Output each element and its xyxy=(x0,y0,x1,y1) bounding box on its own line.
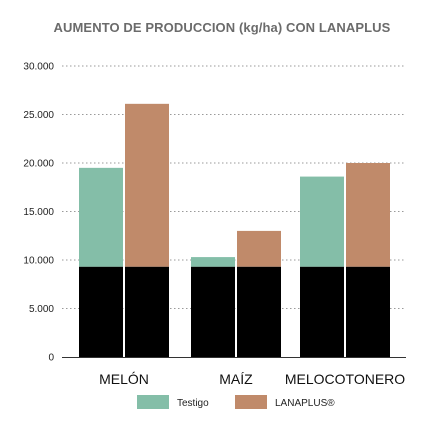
bar-base-segment xyxy=(79,266,123,357)
bar-base-segment xyxy=(191,266,235,357)
bar-base-segment xyxy=(125,266,169,357)
y-tick-label: 25.000 xyxy=(23,110,54,121)
bar-lanaplus xyxy=(125,103,169,267)
y-tick-label: 30.000 xyxy=(23,62,54,73)
y-axis-ticks: 0 5.000 10.000 15.000 20.000 25.000 30.000 xyxy=(23,62,54,364)
legend-swatch xyxy=(235,395,267,409)
chart-title: AUMENTO DE PRODUCCION (kg/ha) CON LANAPL… xyxy=(53,20,391,35)
y-tick-label: 10.000 xyxy=(23,256,54,267)
legend: Testigo LANAPLUS® xyxy=(137,395,335,409)
bar-base-segment xyxy=(300,266,344,357)
bar-testigo xyxy=(300,176,344,267)
category-label: MELOCOTONERO xyxy=(285,371,405,387)
category-label: MELÓN xyxy=(99,371,149,387)
bar-testigo xyxy=(191,257,235,267)
bar-lanaplus xyxy=(346,163,390,267)
category-labels: MELÓN MAÍZ MELOCOTONERO xyxy=(99,371,405,387)
bar-base-segment xyxy=(237,266,281,357)
y-tick-label: 15.000 xyxy=(23,207,54,218)
y-tick-label: 0 xyxy=(48,353,54,364)
legend-label: LANAPLUS® xyxy=(275,398,335,409)
legend-swatch xyxy=(137,395,169,409)
bar-lanaplus xyxy=(237,230,281,267)
bars xyxy=(79,103,390,357)
bar-base-segment xyxy=(346,266,390,357)
y-tick-label: 20.000 xyxy=(23,159,54,170)
bar-testigo xyxy=(79,167,123,267)
y-tick-label: 5.000 xyxy=(29,304,54,315)
legend-label: Testigo xyxy=(177,398,209,409)
category-label: MAÍZ xyxy=(219,371,253,387)
